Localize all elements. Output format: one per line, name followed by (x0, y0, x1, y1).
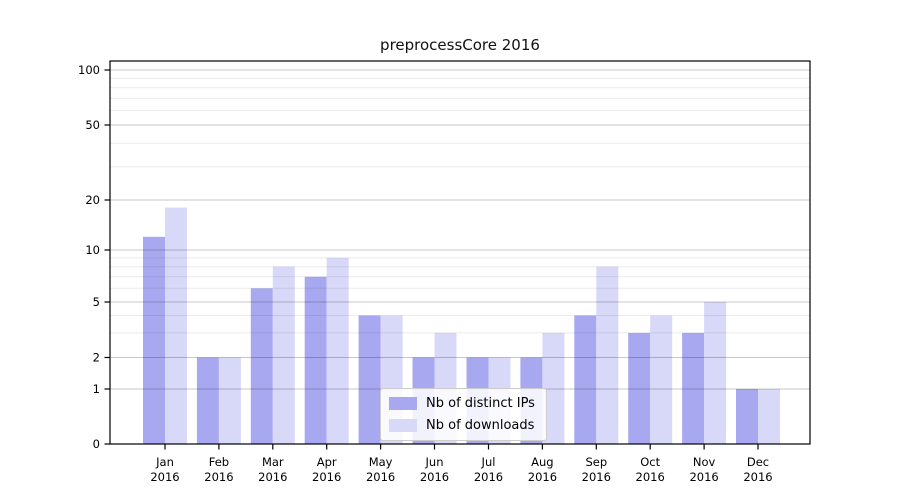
y-tick-label: 2 (93, 351, 100, 365)
x-tick-label-month: Jul (481, 455, 496, 469)
bar-nb-of-downloads-dec (758, 389, 780, 444)
x-tick-label-year: 2016 (150, 470, 179, 484)
legend-item-downloads: Nb of downloads (389, 418, 535, 433)
x-tick-label-month: Mar (262, 455, 284, 469)
x-tick-label-year: 2016 (528, 470, 557, 484)
legend-item-distinct-ips: Nb of distinct IPs (389, 396, 535, 411)
x-tick-label-month: May (369, 455, 393, 469)
legend: Nb of distinct IPs Nb of downloads (380, 388, 547, 441)
bar-nb-of-downloads-mar (272, 266, 295, 444)
legend-label-distinct-ips: Nb of distinct IPs (426, 396, 535, 411)
x-tick-label-month: Feb (209, 455, 229, 469)
bar-nb-of-downloads-oct (650, 315, 673, 444)
x-tick-label-year: 2016 (366, 470, 395, 484)
y-tick-label: 20 (85, 193, 100, 207)
legend-swatch-distinct-ips (389, 397, 417, 410)
bar-nb-of-distinct-ips-dec (736, 389, 758, 444)
bar-nb-of-distinct-ips-oct (628, 332, 651, 444)
x-tick-label-year: 2016 (204, 470, 233, 484)
legend-label-downloads: Nb of downloads (426, 418, 535, 433)
x-tick-label-month: Apr (317, 455, 337, 469)
x-tick-label-month: Sep (585, 455, 607, 469)
bar-nb-of-distinct-ips-may (358, 315, 381, 444)
y-tick-label: 100 (78, 63, 100, 77)
x-tick-label-year: 2016 (582, 470, 611, 484)
x-tick-label-month: Dec (747, 455, 769, 469)
x-tick-label-month: Nov (693, 455, 716, 469)
bar-nb-of-distinct-ips-apr (304, 276, 327, 444)
x-tick-label-month: Oct (640, 455, 660, 469)
bar-nb-of-downloads-apr (326, 257, 349, 444)
bar-nb-of-distinct-ips-feb (196, 357, 219, 444)
legend-swatch-downloads (389, 419, 417, 432)
bar-nb-of-downloads-sep (596, 266, 619, 444)
bar-nb-of-downloads-nov (704, 302, 727, 444)
bar-nb-of-distinct-ips-nov (682, 332, 705, 444)
plot-frame (109, 60, 811, 445)
x-tick-label-year: 2016 (636, 470, 665, 484)
y-tick-label: 1 (93, 382, 100, 396)
bar-nb-of-distinct-ips-mar (250, 288, 273, 444)
y-tick-label: 5 (93, 295, 100, 309)
x-tick-label-month: Jun (425, 455, 444, 469)
y-tick-label: 50 (85, 118, 100, 132)
x-tick-label-month: Aug (531, 455, 553, 469)
x-tick-label-year: 2016 (743, 470, 772, 484)
y-tick-label: 0 (93, 437, 100, 451)
chart-title: preprocessCore 2016 (380, 36, 540, 54)
x-tick-label-year: 2016 (689, 470, 718, 484)
x-tick-label-year: 2016 (420, 470, 449, 484)
x-tick-label-year: 2016 (312, 470, 341, 484)
bar-nb-of-downloads-feb (218, 357, 241, 444)
x-tick-label-year: 2016 (474, 470, 503, 484)
bar-nb-of-downloads-aug (542, 332, 565, 444)
bar-nb-of-distinct-ips-sep (574, 315, 597, 444)
x-tick-label-month: Jan (155, 455, 174, 469)
bar-nb-of-downloads-jan (165, 207, 187, 444)
x-tick-label-year: 2016 (258, 470, 287, 484)
bar-nb-of-distinct-ips-jan (143, 236, 165, 444)
y-tick-label: 10 (85, 243, 100, 257)
